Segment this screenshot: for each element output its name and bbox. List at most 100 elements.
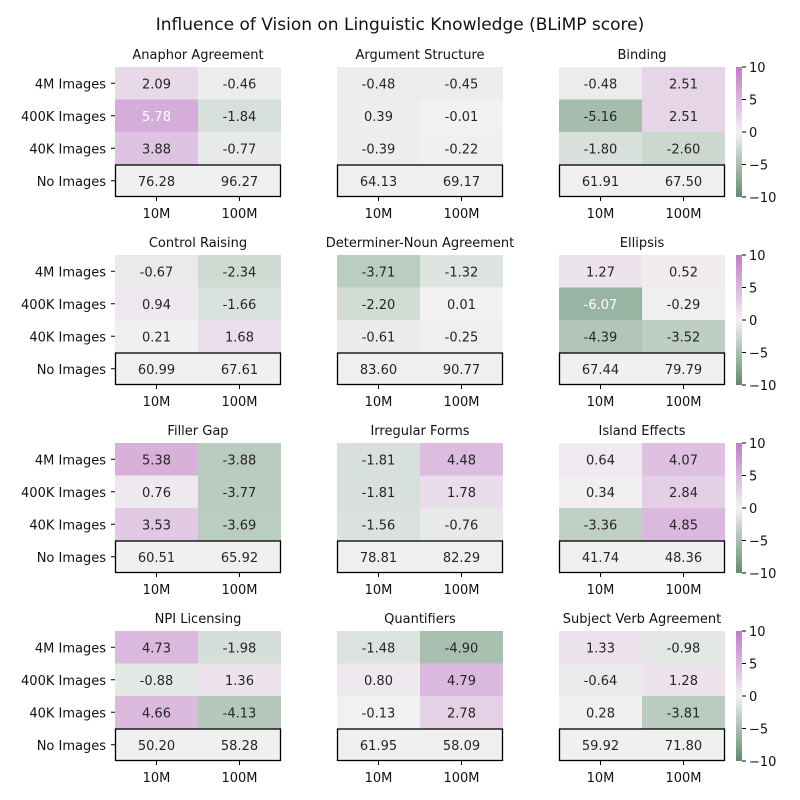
colorbar-tick-label: −5 [749, 535, 768, 550]
cell-value: -3.69 [223, 518, 257, 533]
heatmap-cell [115, 132, 198, 165]
baseline-value: 67.50 [665, 175, 702, 190]
colorbar [736, 255, 742, 385]
heatmap-cell [198, 443, 281, 476]
heatmap-cell [559, 99, 642, 132]
panel-ellipsis: Ellipsis 1.27 0.52 -6.07 -0.29 -4.39 -3.52 67.4… [558, 236, 776, 410]
cell-value: -0.01 [445, 110, 479, 125]
cell-value: 1.27 [586, 265, 615, 280]
baseline-value: 60.51 [138, 551, 175, 566]
y-tick-label: No Images [37, 739, 107, 754]
panel-title: Determiner-Noun Agreement [326, 236, 514, 251]
baseline-value: 58.09 [443, 739, 480, 754]
baseline-cell [198, 540, 281, 573]
figure-title: Influence of Vision on Linguistic Knowle… [156, 15, 644, 35]
baseline-cell [115, 164, 198, 197]
heatmap-cell [337, 443, 420, 476]
heatmap-cell [115, 475, 198, 508]
baseline-value: 41.74 [582, 551, 619, 566]
heatmap-cell [642, 508, 725, 541]
heatmap-cell [198, 475, 281, 508]
panel-title: Anaphor Agreement [132, 48, 263, 63]
cell-value: -0.88 [140, 674, 174, 689]
cell-value: -1.81 [362, 453, 396, 468]
heatmap-cell [559, 255, 642, 288]
baseline-frame [558, 352, 726, 386]
cell-value: 3.53 [142, 518, 171, 533]
cell-value: -4.39 [584, 330, 618, 345]
cell-value: -3.52 [667, 330, 701, 345]
baseline-cell [198, 164, 281, 197]
heatmap-cell [337, 287, 420, 320]
heatmap-cell [198, 696, 281, 729]
cell-value: 0.01 [447, 298, 476, 313]
baseline-frame [336, 352, 504, 386]
baseline-frame [114, 540, 282, 574]
cell-value: -1.80 [584, 142, 618, 157]
panel-title: NPI Licensing [155, 612, 242, 627]
baseline-frame [114, 352, 282, 386]
heatmap-cell [337, 320, 420, 353]
colorbar-tick-label: 10 [749, 61, 766, 76]
cell-value: 1.78 [447, 486, 476, 501]
x-tick-label: 100M [665, 583, 701, 598]
baseline-cell [420, 352, 503, 385]
colorbar-tick-label: 0 [749, 126, 757, 141]
baseline-cell [642, 352, 725, 385]
heatmap-cell [115, 631, 198, 664]
colorbar-tick-label: −10 [749, 191, 776, 206]
heatmap-cell [420, 508, 503, 541]
baseline-cell [642, 164, 725, 197]
y-tick-label: No Images [37, 551, 107, 566]
y-tick-label: 400K Images [21, 298, 106, 313]
heatmap-cell [420, 320, 503, 353]
baseline-frame [114, 728, 282, 762]
panel-binding: Binding -0.48 2.51 -5.16 2.51 -1.80 -2.60 61.91… [558, 48, 776, 222]
cell-value: 2.84 [669, 486, 698, 501]
heatmap-cell [420, 67, 503, 100]
baseline-value: 67.61 [221, 363, 258, 378]
cell-value: 4.79 [447, 674, 476, 689]
heatmap-cell [420, 287, 503, 320]
cell-value: 1.33 [586, 641, 615, 656]
baseline-value: 69.17 [443, 175, 480, 190]
cell-value: 0.28 [586, 706, 615, 721]
y-tick-label: 4M Images [35, 77, 106, 92]
cell-value: 5.38 [142, 453, 171, 468]
baseline-value: 58.28 [221, 739, 258, 754]
heatmap-cell [642, 287, 725, 320]
x-tick-label: 10M [143, 207, 171, 222]
cell-value: 1.36 [225, 674, 254, 689]
x-tick-label: 100M [221, 583, 257, 598]
cell-value: -0.22 [445, 142, 479, 157]
heatmap-cell [198, 320, 281, 353]
y-tick-label: 4M Images [35, 641, 106, 656]
baseline-cell [337, 164, 420, 197]
colorbar-tick-label: −10 [749, 379, 776, 394]
cell-value: -0.77 [223, 142, 257, 157]
panel-determiner-noun-agreement: Determiner-Noun Agreement -3.71 -1.32 -2.20… [326, 236, 514, 410]
heatmap-cell [198, 287, 281, 320]
heatmap-cell [198, 99, 281, 132]
baseline-value: 71.80 [665, 739, 702, 754]
x-tick-label: 100M [443, 771, 479, 786]
colorbar-tick-label: −10 [749, 755, 776, 770]
baseline-cell [115, 540, 198, 573]
baseline-cell [559, 164, 642, 197]
x-tick-label: 10M [365, 207, 393, 222]
heatmap-cell [642, 99, 725, 132]
x-tick-label: 10M [143, 583, 171, 598]
cell-value: 3.88 [142, 142, 171, 157]
cell-value: 0.94 [142, 298, 171, 313]
cell-value: -4.90 [445, 641, 479, 656]
heatmap-cell [115, 663, 198, 696]
baseline-cell [559, 352, 642, 385]
heatmap-cell [337, 696, 420, 729]
cell-value: 2.51 [669, 110, 698, 125]
cell-value: 4.07 [669, 453, 698, 468]
heatmap-cell [420, 443, 503, 476]
baseline-value: 50.20 [138, 739, 175, 754]
x-tick-label: 100M [665, 395, 701, 410]
heatmap-cell [420, 99, 503, 132]
y-tick-label: 400K Images [21, 110, 106, 125]
